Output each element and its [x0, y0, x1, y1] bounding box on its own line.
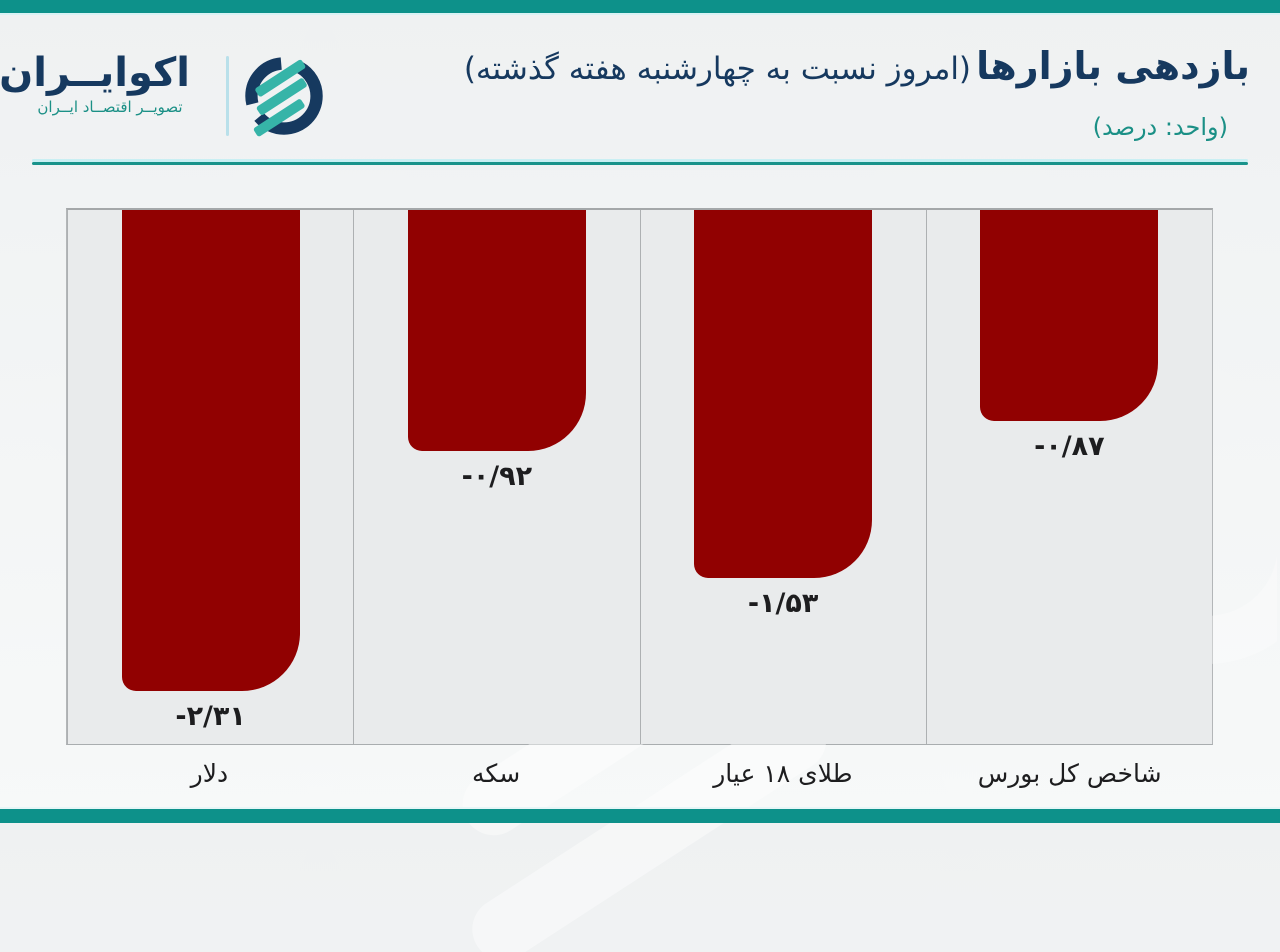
category-label-stock-index: شاخص کل بورس — [977, 759, 1162, 788]
brand-tagline: تصویــر اقتصــاد ایــران — [37, 98, 183, 116]
unit-note: (واحد: درصد) — [1092, 113, 1228, 141]
chart-panel-dollar: -۲/۳۱ — [67, 210, 354, 744]
brand-logo: اکوایــران تصویــر اقتصــاد ایــران — [0, 44, 323, 144]
header: بازدهی بازارها (امروز نسبت به چهارشنبه ه… — [464, 40, 1250, 142]
category-label-dollar: دلار — [190, 759, 229, 788]
brand-text: اکوایــران تصویــر اقتصــاد ایــران — [0, 50, 190, 116]
chart-panel-stock-index: -۰/۸۷ — [925, 210, 1212, 744]
page-title-bold: بازدهی بازارها — [976, 44, 1250, 88]
value-label-coin: -۰/۹۲ — [461, 461, 533, 492]
top-accent-bar — [0, 0, 1280, 15]
value-label-dollar: -۲/۳۱ — [175, 701, 246, 732]
bar-coin — [407, 210, 586, 451]
brand-separator-line — [226, 56, 229, 136]
header-divider-rule — [32, 162, 1248, 165]
page-title: بازدهی بازارها (امروز نسبت به چهارشنبه ه… — [464, 40, 1250, 100]
category-label-coin: سکه — [472, 759, 521, 788]
ecoiran-swoosh-circle-icon — [245, 57, 323, 137]
bar-gold18k — [694, 210, 873, 578]
bottom-accent-bar — [0, 807, 1280, 823]
chart-panel-coin: -۰/۹۲ — [353, 210, 640, 744]
value-label-gold18k: -۱/۵۳ — [747, 588, 819, 619]
chart-area: -۲/۳۱ -۰/۹۲ -۱/۵۳ -۰/۸۷ — [66, 208, 1277, 952]
category-label-gold18k: طلای ۱۸ عیار — [713, 759, 853, 788]
value-label-stock-index: -۰/۸۷ — [1034, 431, 1105, 462]
page-title-note: (امروز نسبت به چهارشنبه هفته گذشته) — [463, 51, 972, 87]
brand-name: اکوایــران — [0, 50, 190, 96]
category-axis: دلار سکه طلای ۱۸ عیار شاخص کل بورس — [66, 753, 1213, 797]
bar-dollar — [121, 210, 300, 691]
chart-panel-gold18k: -۱/۵۳ — [639, 210, 926, 744]
bar-stock-index — [980, 210, 1159, 421]
